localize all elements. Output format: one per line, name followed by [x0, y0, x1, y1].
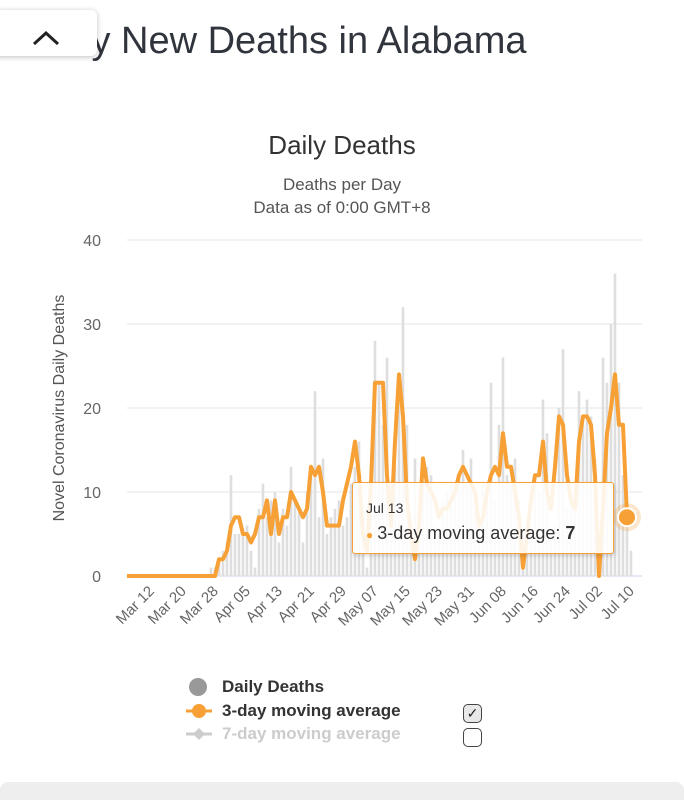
chart-subtitle: Deaths per Day: [282, 175, 402, 194]
daily-deaths-bar: [337, 500, 341, 576]
daily-deaths-bar: [245, 525, 249, 576]
daily-deaths-bar: [561, 349, 565, 576]
daily-deaths-bar: [409, 542, 413, 576]
checkbox-7day[interactable]: [463, 728, 482, 747]
y-tick-label: 20: [83, 401, 101, 418]
daily-deaths-bar: [525, 534, 529, 576]
daily-deaths-bar: [313, 391, 317, 576]
daily-deaths-bar: [629, 550, 633, 576]
daily-deaths-bar: [221, 550, 225, 576]
legend-label: 3-day moving average: [222, 701, 401, 720]
daily-deaths-bar: [317, 517, 321, 576]
daily-deaths-bar: [329, 517, 333, 576]
daily-deaths-bar: [237, 534, 241, 576]
daily-deaths-bar: [277, 542, 281, 576]
daily-deaths-bar: [301, 542, 305, 576]
tooltip-value: 7: [565, 523, 576, 543]
daily-deaths-bar: [281, 508, 285, 576]
daily-deaths-bar: [549, 534, 553, 576]
daily-deaths-bar: [529, 542, 533, 576]
daily-deaths-bar: [289, 466, 293, 576]
collapse-button[interactable]: [0, 10, 97, 56]
daily-deaths-bar: [249, 550, 253, 576]
tooltip-value-line: ● 3-day moving average: 7: [366, 523, 575, 544]
chart-tooltip: Jul 13 ● 3-day moving average: 7: [352, 482, 614, 554]
daily-deaths-bar: [265, 517, 269, 576]
tooltip-date: Jul 13: [366, 500, 404, 516]
daily-deaths-bar: [349, 483, 353, 576]
daily-deaths-bar: [269, 500, 273, 576]
daily-deaths-bar: [233, 534, 237, 576]
daily-deaths-bar: [613, 273, 617, 576]
legend-daily-deaths-icon: [186, 676, 216, 698]
daily-deaths-bar: [305, 492, 309, 576]
daily-deaths-bar: [225, 542, 229, 576]
daily-deaths-bar: [373, 340, 377, 576]
daily-deaths-bar: [437, 534, 441, 576]
page-heading: Daily New Deaths in Alabama: [26, 20, 527, 62]
x-tick-label: Jul 10: [598, 583, 638, 623]
legend-3day-icon: [186, 700, 216, 722]
three-day-average-line: [127, 372, 629, 578]
daily-deaths-bar: [617, 382, 621, 576]
tooltip-series-label: 3-day moving average:: [377, 523, 566, 543]
checkbox-3day[interactable]: ✓: [463, 704, 482, 723]
daily-deaths-bar: [609, 324, 613, 576]
daily-deaths-bar: [285, 525, 289, 576]
daily-deaths-bar: [273, 492, 277, 576]
y-tick-label: 10: [83, 485, 101, 502]
daily-deaths-bar: [209, 567, 213, 576]
daily-deaths-bar: [521, 567, 525, 576]
daily-deaths-bar: [501, 357, 505, 576]
legend-label: 7-day moving average: [222, 724, 401, 743]
legend-7day-icon: [186, 723, 216, 745]
y-tick-label: 40: [83, 233, 101, 250]
daily-deaths-bar: [341, 525, 345, 576]
daily-deaths-bar: [333, 508, 337, 576]
legend-item-7day[interactable]: 7-day moving average: [186, 723, 401, 745]
daily-deaths-bar: [325, 534, 329, 576]
hover-point: [617, 507, 637, 528]
daily-deaths-bar: [605, 382, 609, 576]
daily-deaths-bar: [297, 508, 301, 576]
chart-title: Daily Deaths: [268, 130, 416, 160]
daily-deaths-bar: [377, 382, 381, 576]
daily-deaths-bar: [253, 567, 257, 576]
legend-item-daily-deaths[interactable]: Daily Deaths: [186, 676, 324, 698]
legend-item-3day[interactable]: 3-day moving average: [186, 700, 401, 722]
daily-deaths-bar: [625, 517, 629, 576]
daily-deaths-bar: [601, 357, 605, 576]
daily-deaths-bar: [241, 534, 245, 576]
y-axis-label: Novel Coronavirus Daily Deaths: [51, 295, 68, 522]
daily-deaths-bar: [321, 458, 325, 576]
x-tick-label: Jul 02: [566, 583, 606, 623]
daily-deaths-bar: [257, 508, 261, 576]
chart-subtitle-date: Data as of 0:00 GMT+8: [253, 198, 431, 217]
daily-deaths-bar: [293, 500, 297, 576]
x-tick-label: Jun 24: [530, 583, 574, 627]
y-tick-label: 0: [92, 569, 101, 586]
chevron-up-icon: [32, 30, 60, 46]
daily-deaths-bar: [365, 567, 369, 576]
legend-label: Daily Deaths: [222, 677, 325, 696]
daily-deaths-bar: [309, 475, 313, 576]
daily-deaths-bar: [345, 517, 349, 576]
y-tick-label: 30: [83, 317, 101, 334]
footer-bar: [0, 782, 684, 800]
tooltip-series-dot: ●: [366, 528, 374, 542]
daily-deaths-bar: [261, 483, 265, 576]
